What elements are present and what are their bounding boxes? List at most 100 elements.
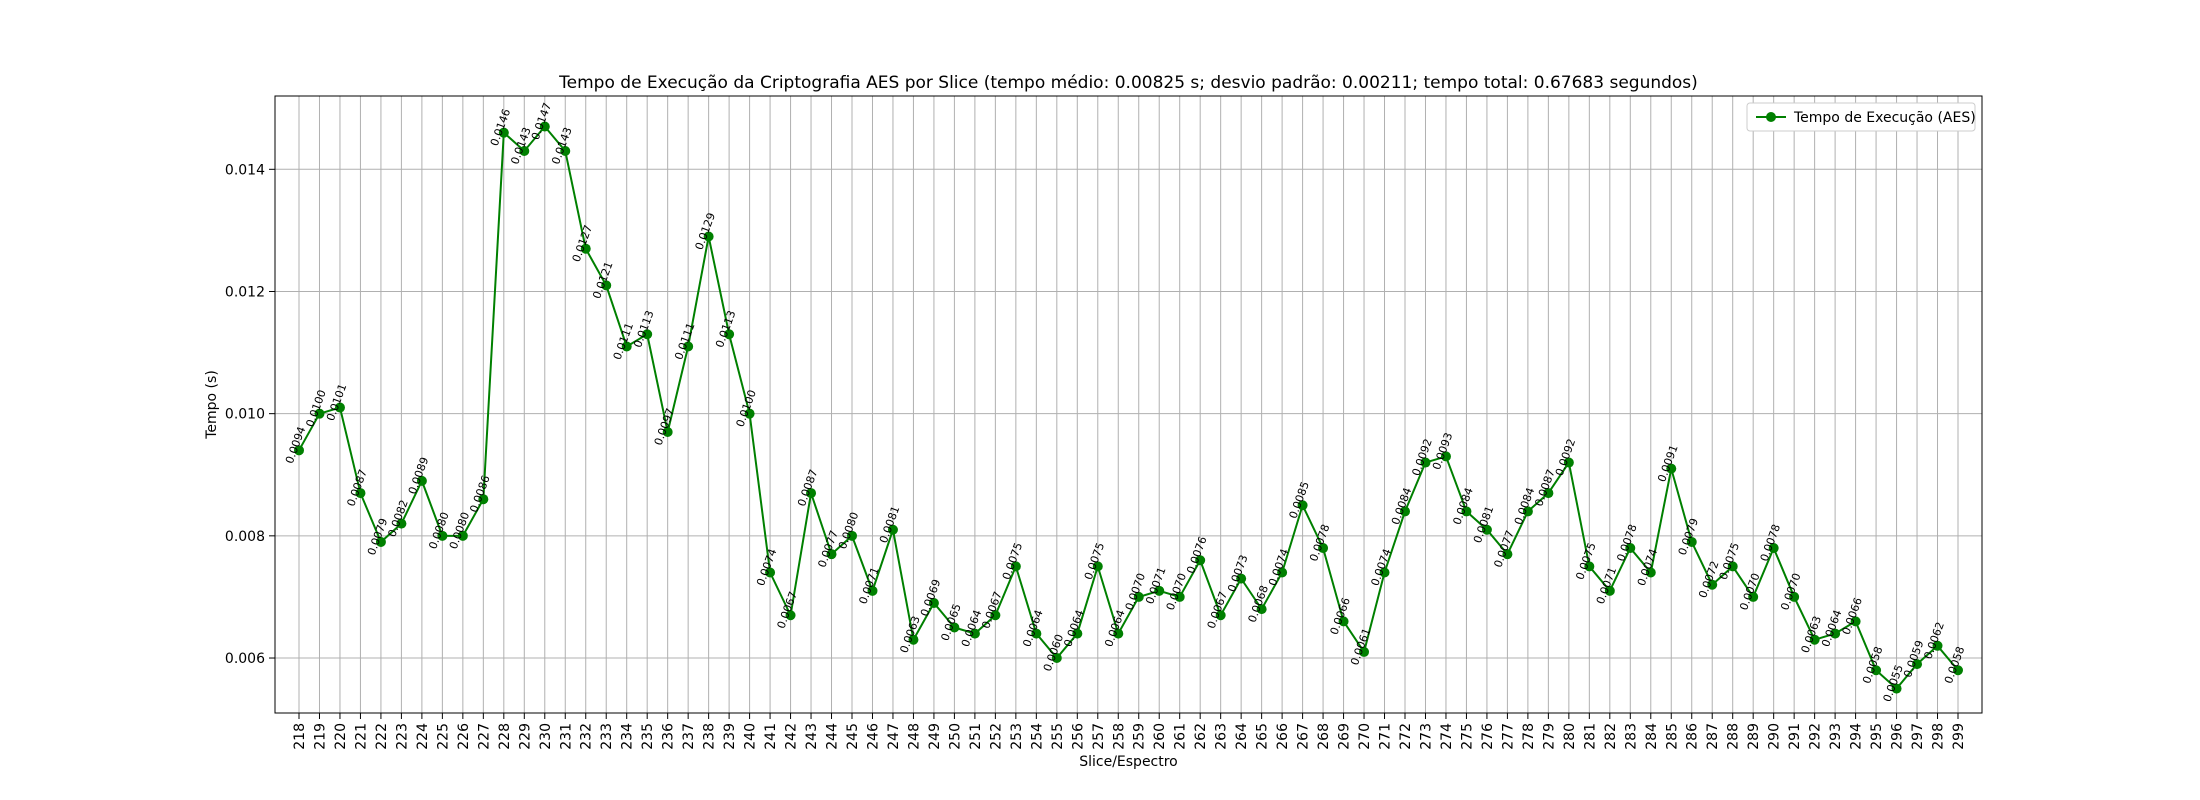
data-label: 0.0101: [324, 382, 349, 423]
x-tick-label: 291: [1787, 723, 1803, 750]
x-tick-label: 295: [1869, 723, 1885, 750]
data-points: [294, 121, 1963, 694]
x-tick-label: 231: [558, 723, 574, 750]
data-label: 0.0075: [1082, 541, 1107, 582]
data-label: 0.0074: [1369, 547, 1394, 588]
data-point: [334, 402, 345, 413]
x-tick-label: 227: [476, 723, 492, 750]
x-tick-label: 257: [1091, 723, 1107, 750]
data-point: [1953, 665, 1963, 676]
x-tick-label: 242: [784, 723, 800, 750]
x-tick-label: 245: [845, 723, 861, 750]
x-tick-label: 249: [927, 723, 943, 750]
data-point: [826, 549, 837, 560]
data-point: [1113, 628, 1124, 639]
x-tick-label: 287: [1705, 723, 1721, 750]
data-point: [642, 329, 653, 340]
data-point: [887, 524, 898, 535]
x-tick-label: 270: [1357, 723, 1373, 750]
x-tick-label: 283: [1623, 723, 1639, 750]
data-point: [1072, 628, 1083, 639]
x-tick-label: 268: [1316, 723, 1332, 750]
x-tick-label: 256: [1070, 723, 1086, 750]
x-tick-label: 290: [1767, 723, 1783, 750]
data-label: 0.0081: [877, 504, 902, 545]
data-point: [457, 530, 468, 541]
data-point: [1543, 488, 1554, 499]
x-tick-label: 238: [702, 723, 718, 750]
data-label: 0.0100: [734, 388, 759, 429]
data-label: 0.0147: [529, 101, 554, 142]
x-tick-label: 232: [579, 723, 595, 750]
data-point: [1174, 591, 1185, 602]
x-tick-label: 272: [1398, 723, 1414, 750]
x-tick-label: 267: [1296, 723, 1312, 750]
data-point: [1707, 579, 1718, 590]
data-point: [498, 127, 509, 138]
data-point: [1891, 683, 1902, 694]
data-label: 0.0079: [1676, 516, 1701, 557]
data-label: 0.0078: [1758, 523, 1783, 564]
data-label: 0.0143: [549, 125, 574, 166]
x-tick-label: 289: [1746, 723, 1762, 750]
data-point: [1297, 500, 1308, 511]
data-point: [1420, 457, 1431, 468]
data-point: [908, 634, 919, 645]
data-point: [1830, 628, 1841, 639]
x-tick-label: 278: [1521, 723, 1537, 750]
chart-title: Tempo de Execução da Criptografia AES po…: [558, 73, 1698, 93]
legend-box: [1746, 102, 1976, 132]
x-tick-label: 230: [538, 723, 554, 750]
data-point: [867, 585, 878, 596]
data-point: [1195, 555, 1206, 566]
x-tick-label: 274: [1439, 723, 1455, 750]
x-tick-label: 222: [374, 723, 390, 750]
y-tick-label: 0.012: [225, 284, 265, 300]
x-tick-label: 233: [599, 723, 615, 750]
data-point: [1768, 543, 1779, 554]
data-point: [744, 408, 755, 419]
data-point: [1277, 567, 1288, 578]
x-tick-label: 237: [681, 723, 697, 750]
x-tick-label: 244: [825, 723, 841, 750]
x-tick-label: 248: [906, 723, 922, 750]
data-point: [1686, 536, 1697, 547]
data-point: [928, 598, 939, 609]
data-point: [601, 280, 612, 291]
data-label: 0.0097: [652, 406, 677, 447]
data-label: 0.0100: [304, 388, 329, 429]
data-point: [1502, 549, 1513, 560]
data-point: [1522, 506, 1533, 517]
data-point: [1912, 659, 1923, 670]
x-tick-label: 285: [1664, 723, 1680, 750]
data-point: [294, 445, 304, 456]
x-tick-label: 258: [1111, 723, 1127, 750]
data-label: 0.0069: [918, 578, 943, 619]
data-label: 0.0067: [1205, 590, 1230, 631]
data-point: [785, 610, 796, 621]
data-point: [1604, 585, 1615, 596]
x-tick-label: 262: [1193, 723, 1209, 750]
data-point: [1727, 561, 1738, 572]
data-label: 0.0084: [1450, 486, 1475, 527]
data-label: 0.0094: [283, 425, 308, 466]
data-label: 0.0086: [467, 474, 492, 515]
data-label: 0.0065: [938, 602, 963, 643]
data-point: [1400, 506, 1410, 517]
x-tick-label: 265: [1255, 723, 1271, 750]
data-point: [949, 622, 960, 633]
data-label: 0.0113: [631, 309, 656, 350]
x-tick-label: 284: [1644, 723, 1660, 750]
data-label: 0.0111: [672, 321, 697, 362]
data-point: [662, 426, 673, 437]
data-point: [1748, 591, 1759, 602]
x-tick-label: 263: [1214, 723, 1230, 750]
x-tick-label: 279: [1541, 723, 1557, 750]
x-tick-label: 236: [661, 723, 677, 750]
x-tick-label: 218: [292, 723, 308, 750]
data-label: 0.0064: [1102, 608, 1127, 649]
data-label: 0.0077: [1491, 529, 1516, 570]
data-label: 0.0066: [1840, 596, 1865, 637]
data-point: [1461, 506, 1472, 517]
